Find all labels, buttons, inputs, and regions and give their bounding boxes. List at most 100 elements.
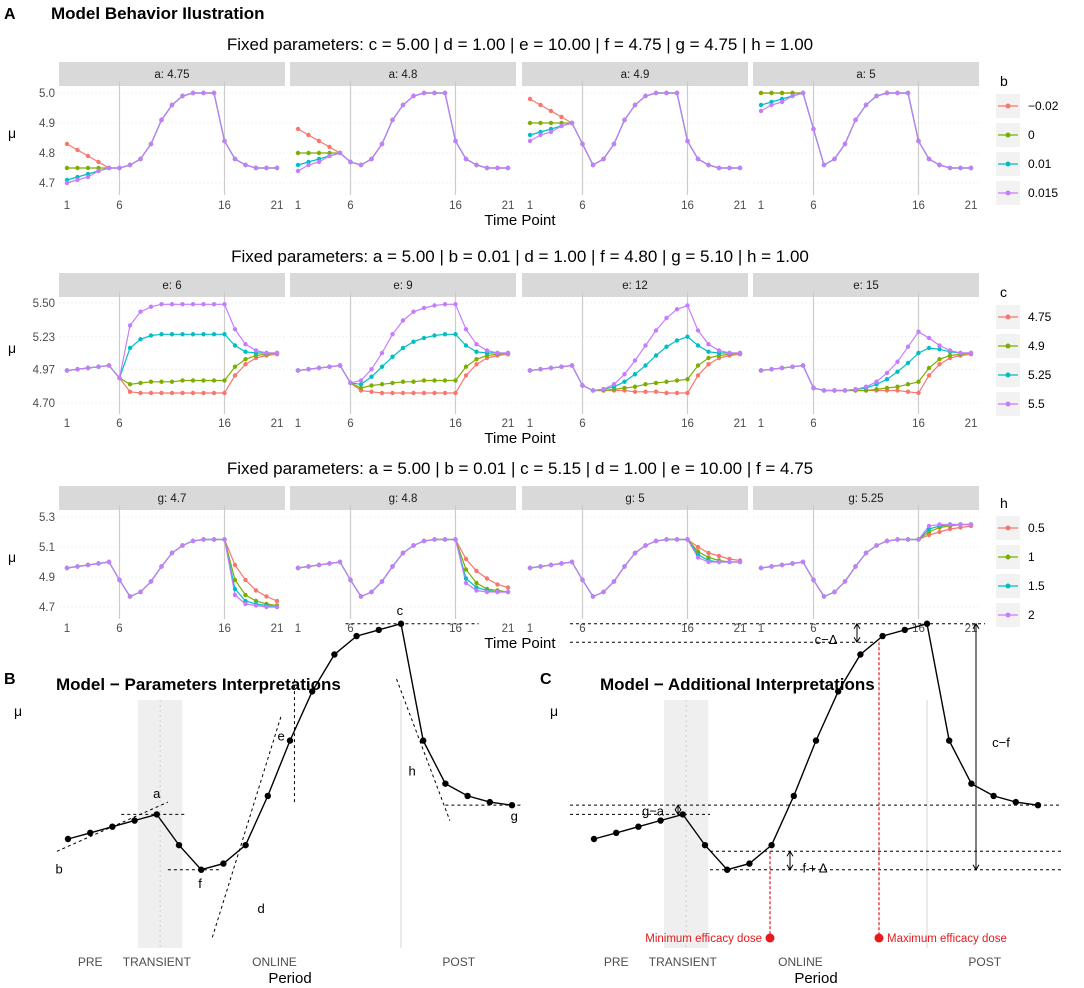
data-point: [169, 102, 175, 108]
data-point: [358, 385, 364, 391]
data-point: [169, 550, 175, 556]
data-point: [821, 388, 827, 393]
data-point: [653, 353, 659, 358]
data-point: [453, 302, 458, 307]
series-line: [529, 538, 741, 598]
data-point: [653, 90, 659, 96]
series-line: [760, 523, 971, 598]
facet-strip-label: a: 4.8: [389, 69, 418, 81]
data-point: [442, 378, 448, 383]
data-point: [527, 368, 533, 373]
data-point: [559, 114, 564, 120]
data-point: [758, 108, 764, 114]
data-point: [421, 305, 427, 311]
data-point: [611, 579, 617, 584]
legend-label: 2: [1028, 608, 1035, 622]
period-label: ONLINE: [778, 955, 823, 969]
data-point: [243, 577, 248, 583]
data-point: [706, 355, 711, 361]
data-point: [253, 603, 259, 608]
data-point: [590, 388, 596, 393]
curve-point: [835, 688, 842, 695]
x-tick-label: 21: [965, 200, 978, 212]
data-point: [190, 332, 196, 337]
data-point: [527, 132, 533, 138]
data-point: [916, 379, 921, 384]
data-point: [884, 377, 890, 382]
data-point: [463, 373, 469, 378]
data-point: [527, 96, 533, 102]
data-point: [159, 332, 164, 337]
panel-label-c: C: [540, 671, 552, 688]
data-point: [790, 561, 795, 566]
curve-point: [724, 866, 731, 873]
legend-title: b: [1000, 73, 1008, 89]
y-tick-label: 4.9: [39, 572, 55, 584]
data-point: [274, 598, 280, 604]
annotation-c: c: [397, 603, 404, 618]
x-tick-label: 21: [734, 418, 747, 430]
data-point: [474, 362, 479, 367]
data-point: [369, 374, 374, 379]
curve-point: [613, 829, 620, 837]
data-point: [716, 348, 722, 353]
data-point: [358, 378, 364, 383]
data-point: [180, 543, 185, 548]
data-point: [495, 582, 500, 587]
x-tick-label: 21: [271, 418, 284, 430]
data-point: [463, 580, 469, 586]
data-point: [75, 564, 80, 569]
data-point: [622, 385, 627, 391]
data-point: [664, 537, 669, 542]
series-line: [760, 523, 971, 598]
data-point: [474, 568, 479, 574]
y-axis-label: μ: [550, 703, 558, 719]
facet-panel: a: 4.91 6 16 21: [522, 62, 748, 212]
data-point: [538, 102, 543, 108]
arrow-head: [674, 804, 682, 811]
data-point: [369, 589, 374, 595]
data-point: [400, 390, 406, 396]
data-point: [622, 117, 627, 123]
legend-title: c: [1000, 284, 1007, 300]
data-point: [643, 343, 648, 348]
data-point: [958, 522, 963, 527]
data-point: [800, 363, 806, 368]
series-line: [529, 304, 740, 392]
data-point: [527, 565, 533, 571]
data-point: [695, 328, 701, 333]
data-point: [905, 389, 911, 394]
curve-point: [375, 626, 382, 634]
curve-point: [442, 780, 449, 787]
series-line: [529, 538, 740, 598]
x-tick-label: 1: [758, 200, 764, 212]
data-point: [337, 150, 343, 156]
data-point: [306, 162, 311, 168]
curve-point: [264, 792, 271, 800]
data-point: [432, 378, 437, 383]
data-point: [243, 162, 248, 168]
y-tick-label: 5.50: [33, 298, 55, 310]
data-point: [138, 309, 143, 314]
data-point: [653, 380, 659, 386]
data-point: [85, 153, 91, 159]
data-point: [884, 370, 890, 376]
curve-point: [635, 823, 642, 830]
period-label: TRANSIENT: [649, 955, 718, 969]
model-curve: [67, 622, 513, 871]
facet-strip: [290, 486, 516, 510]
data-point: [453, 138, 458, 144]
data-point: [148, 579, 154, 584]
data-point: [706, 559, 711, 565]
series-line: [66, 333, 277, 380]
data-point: [64, 368, 70, 373]
facet-strip: [522, 273, 748, 297]
data-point: [274, 165, 280, 171]
data-point: [538, 367, 543, 372]
legend-key-point: [1005, 190, 1011, 196]
data-point: [400, 318, 406, 323]
data-point: [548, 562, 554, 568]
panel-c-title: Model − Additional Interpretations: [600, 675, 875, 694]
data-point: [222, 302, 227, 307]
data-point: [779, 562, 785, 568]
